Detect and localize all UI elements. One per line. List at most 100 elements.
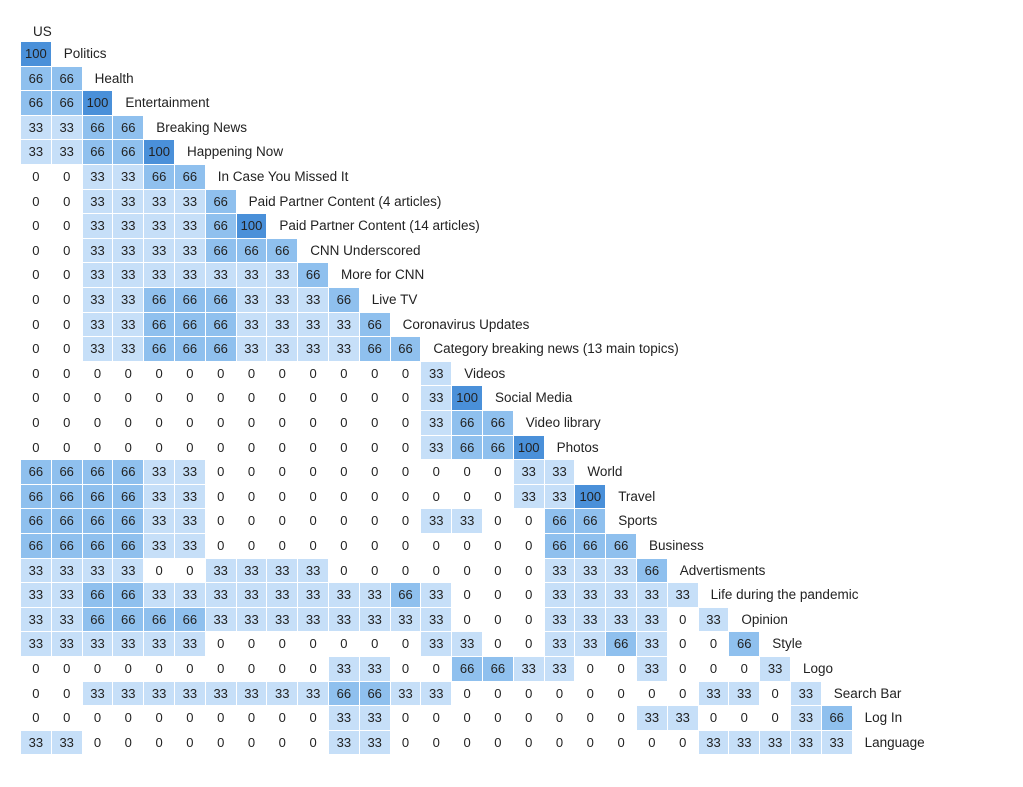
matrix-cell: 33 — [175, 534, 206, 559]
matrix-cell: 0 — [760, 706, 791, 731]
row-label: Logo — [803, 661, 834, 676]
matrix-cell: 33 — [513, 657, 545, 682]
matrix-cell: 33 — [113, 681, 145, 707]
matrix-cell: 66 — [483, 435, 514, 461]
matrix-cell: 33 — [421, 435, 453, 461]
matrix-cell: 33 — [82, 263, 114, 288]
matrix-cell: 33 — [113, 288, 145, 313]
matrix-cell: 33 — [575, 632, 607, 657]
matrix-cell: 33 — [359, 607, 391, 633]
matrix-cell: 33 — [544, 657, 576, 682]
matrix-cell: 0 — [267, 460, 299, 485]
matrix-cell: 0 — [21, 165, 52, 190]
matrix-cell: 0 — [267, 706, 299, 731]
matrix-cell: 66 — [544, 534, 576, 559]
matrix-cell: 66 — [175, 337, 206, 362]
matrix-cell: 66 — [729, 632, 761, 657]
matrix-cell: 0 — [483, 632, 514, 657]
matrix-cell: 33 — [82, 238, 114, 264]
matrix-cell: 0 — [544, 681, 576, 707]
matrix-cell: 0 — [298, 435, 329, 461]
matrix-cell: 33 — [421, 583, 453, 608]
matrix-cell: 0 — [21, 263, 52, 288]
matrix-cell: 66 — [452, 411, 483, 436]
matrix-cell: 0 — [21, 706, 52, 731]
matrix-cell: 100 — [21, 42, 52, 67]
matrix-cell: 0 — [21, 337, 52, 362]
matrix-cell: 0 — [21, 411, 52, 436]
matrix-cell: 0 — [483, 509, 514, 534]
matrix-cell: 0 — [236, 435, 268, 461]
row-label: Business — [649, 538, 704, 553]
matrix-cell: 0 — [390, 706, 422, 731]
matrix-cell: 0 — [483, 607, 514, 633]
matrix-cell: 66 — [144, 165, 175, 190]
matrix-cell: 66 — [82, 509, 114, 534]
matrix-cell: 0 — [606, 681, 637, 707]
matrix-cell: 0 — [267, 632, 299, 657]
matrix-cell: 0 — [513, 706, 545, 731]
matrix-cell: 0 — [144, 657, 175, 682]
matrix-cell: 66 — [359, 312, 391, 338]
matrix-cell: 33 — [421, 509, 453, 534]
matrix-cell: 33 — [421, 632, 453, 657]
row-label: Category breaking news (13 main topics) — [433, 341, 679, 357]
matrix-cell: 0 — [144, 435, 175, 461]
matrix-cell: 0 — [205, 509, 237, 534]
matrix-cell: 33 — [267, 288, 299, 313]
matrix-cell: 33 — [82, 632, 114, 657]
matrix-cell: 0 — [698, 632, 730, 657]
matrix-cell: 66 — [113, 460, 145, 485]
matrix-cell: 66 — [606, 534, 637, 559]
matrix-cell: 66 — [82, 534, 114, 559]
matrix-cell: 0 — [144, 730, 175, 756]
matrix-cell: 33 — [82, 189, 114, 215]
matrix-cell: 66 — [205, 337, 237, 362]
matrix-cell: 33 — [329, 607, 360, 633]
matrix-cell: 0 — [205, 534, 237, 559]
matrix-cell: 66 — [359, 681, 391, 707]
matrix-cell: 66 — [21, 91, 52, 116]
matrix-cell: 0 — [236, 509, 268, 534]
matrix-cell: 0 — [483, 460, 514, 485]
matrix-cell: 33 — [267, 681, 299, 707]
matrix-cell: 0 — [452, 730, 483, 756]
matrix-cell: 0 — [329, 386, 360, 411]
matrix-cell: 33 — [267, 312, 299, 338]
matrix-cell: 0 — [359, 460, 391, 485]
matrix-cell: 0 — [390, 460, 422, 485]
matrix-cell: 33 — [329, 312, 360, 338]
matrix-cell: 0 — [21, 189, 52, 215]
matrix-cell: 33 — [698, 607, 730, 633]
matrix-cell: 33 — [359, 583, 391, 608]
matrix-cell: 0 — [82, 706, 114, 731]
matrix-cell: 33 — [421, 681, 453, 707]
matrix-cell: 0 — [483, 583, 514, 608]
matrix-cell: 0 — [205, 706, 237, 731]
matrix-cell: 66 — [821, 706, 853, 731]
matrix-cell: 0 — [113, 730, 145, 756]
matrix-cell: 33 — [390, 607, 422, 633]
row-label: Language — [864, 734, 925, 750]
matrix-cell: 66 — [390, 583, 422, 608]
matrix-cell: 0 — [390, 509, 422, 534]
matrix-cell: 0 — [452, 534, 483, 559]
matrix-cell: 0 — [544, 706, 576, 731]
matrix-cell: 0 — [606, 657, 637, 682]
matrix-cell: 66 — [329, 288, 360, 313]
matrix-cell: 33 — [729, 730, 761, 756]
matrix-cell: 66 — [205, 214, 237, 239]
matrix-cell: 0 — [205, 386, 237, 411]
matrix-cell: 66 — [144, 312, 175, 338]
matrix-cell: 0 — [298, 484, 329, 510]
matrix-cell: 0 — [144, 361, 175, 387]
matrix-cell: 33 — [298, 607, 329, 633]
matrix-cell: 66 — [483, 657, 514, 682]
matrix-cell: 33 — [236, 337, 268, 362]
matrix-cell: 0 — [359, 435, 391, 461]
matrix-cell: 0 — [667, 681, 699, 707]
matrix-cell: 0 — [729, 657, 761, 682]
matrix-cell: 0 — [205, 435, 237, 461]
matrix-cell: 33 — [544, 607, 576, 633]
matrix-cell: 0 — [51, 435, 83, 461]
